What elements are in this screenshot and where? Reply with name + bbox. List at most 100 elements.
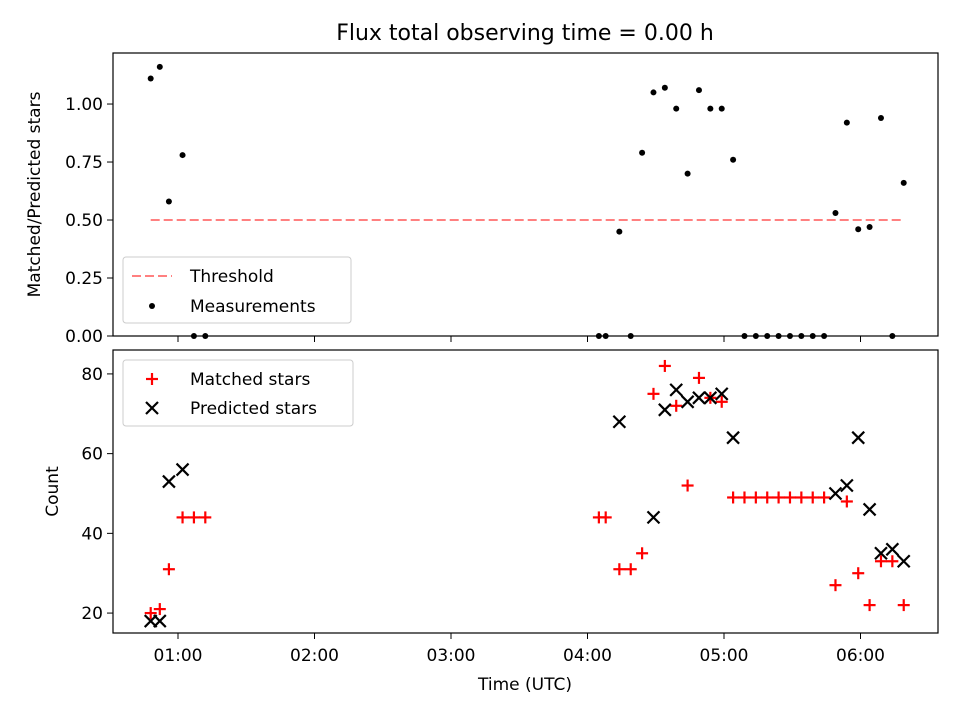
x-tick-label: 02:00: [290, 646, 339, 666]
legend-box: [122, 256, 352, 324]
matched-star-point: [636, 547, 649, 560]
matched-star-point: [715, 395, 728, 408]
measurement-point: [156, 63, 163, 70]
legend-predicted-swatch-b: [145, 401, 159, 415]
matched-star-point: [795, 491, 808, 504]
measurement-point: [832, 210, 839, 217]
predicted-star-point: [840, 478, 854, 493]
matched-star-point: [613, 563, 626, 576]
predicted-star-point: [862, 502, 877, 517]
x-line-b: [851, 430, 866, 445]
matched-star-point: [624, 563, 637, 576]
matched-star-point: [863, 599, 876, 612]
measurement-point: [900, 179, 907, 186]
y-tick-label: 40: [81, 524, 103, 544]
matched-star-point: [840, 495, 853, 508]
x-line-b: [646, 510, 661, 525]
matched-star-point: [772, 491, 785, 504]
x-line-b: [612, 414, 627, 429]
predicted-star-point: [658, 403, 672, 417]
predicted-star-point: [692, 391, 706, 405]
bottom-panel: 20 40 60 80 01:00 02:00 03:00 04:00 05:00 06:00 Co…: [43, 349, 939, 695]
x-tick-label: 05:00: [700, 646, 749, 666]
x-line-b: [896, 554, 911, 569]
matched-star-point: [692, 371, 705, 384]
y-tick-label: 0.75: [65, 153, 103, 173]
legend-measurement-swatch: [149, 303, 155, 309]
matched-star-point: [829, 579, 842, 592]
y-tick-label: 0.50: [65, 211, 103, 231]
measurement-point: [707, 105, 714, 112]
matched-star-point: [187, 511, 200, 524]
predicted-star-point: [714, 387, 729, 401]
predicted-star-point: [162, 474, 176, 489]
predicted-star-point: [669, 383, 684, 397]
matched-star-point: [897, 599, 910, 612]
matched-star-point: [162, 563, 175, 576]
matched-star-point: [599, 511, 612, 524]
matched-star-point: [647, 387, 660, 400]
predicted-star-point: [726, 430, 740, 445]
x-axis-label: Time (UTC): [477, 675, 572, 695]
measurement-point: [866, 223, 873, 230]
measurement-point: [855, 226, 862, 233]
legend-matched-label: Matched stars: [190, 370, 310, 390]
measurement-point: [684, 170, 691, 177]
x-line-b: [885, 542, 900, 557]
y-tick-label: 80: [81, 365, 103, 385]
matched-star-point: [886, 555, 899, 568]
matched-star-point: [658, 359, 671, 372]
x-line-b: [874, 546, 888, 561]
x-line-b: [175, 462, 190, 477]
predicted-star-point: [885, 542, 900, 557]
matched-star-point: [144, 607, 157, 620]
measurement-point: [650, 89, 657, 96]
x-line-b: [162, 474, 176, 489]
x-line-b: [680, 395, 695, 409]
x-line-b: [153, 614, 167, 628]
measurement-point: [877, 114, 884, 121]
y-axis-label: Count: [43, 466, 63, 517]
matched-star-point: [681, 479, 694, 492]
x-line-b: [669, 383, 684, 397]
matched-star-point: [749, 491, 762, 504]
legend: Matched stars Predicted stars: [122, 359, 354, 427]
matched-star-point: [783, 491, 796, 504]
x-tick-label: 01:00: [154, 646, 203, 666]
axes-frame: [112, 349, 939, 634]
y-axis-label: Matched/Predicted stars: [25, 91, 45, 297]
matched-star-point: [738, 491, 751, 504]
y-tick-label: 20: [81, 604, 103, 624]
x-line-b: [692, 391, 706, 405]
chart-title: Flux total observing time = 0.00 h: [336, 21, 714, 46]
x-line-b: [862, 502, 877, 517]
x-line-b: [714, 387, 729, 401]
measurement-point: [673, 105, 680, 112]
x-tick-label: 04:00: [563, 646, 612, 666]
measurement-point: [718, 105, 725, 112]
matched-star-point: [176, 511, 189, 524]
legend-predicted-label: Predicted stars: [190, 399, 317, 419]
legend: Threshold Measurements: [122, 256, 352, 324]
predicted-star-point: [703, 391, 718, 405]
measurement-point: [165, 198, 172, 205]
y-tick-label: 0.00: [65, 327, 103, 347]
y-tick-label: 60: [81, 445, 103, 465]
measurement-point: [661, 84, 668, 91]
predicted-star-point: [612, 414, 627, 429]
legend-measurement-label: Measurements: [190, 297, 316, 317]
matched-star-point: [199, 511, 212, 524]
matched-star-point: [727, 491, 740, 504]
x-line-b: [828, 486, 843, 501]
measurement-point: [179, 152, 186, 159]
legend-threshold-label: Threshold: [189, 267, 274, 287]
predicted-star-point: [874, 546, 888, 561]
predicted-star-point: [153, 614, 167, 628]
measurement-point: [616, 228, 623, 235]
y-tick-label: 1.00: [65, 95, 103, 115]
y-tick-label: 0.25: [65, 269, 103, 289]
predicted-star-point: [680, 395, 695, 409]
top-panel: 0.00 0.25 0.50 0.75 1.00 Matched/Predicted st…: [25, 52, 939, 347]
measurement-point: [730, 156, 737, 163]
